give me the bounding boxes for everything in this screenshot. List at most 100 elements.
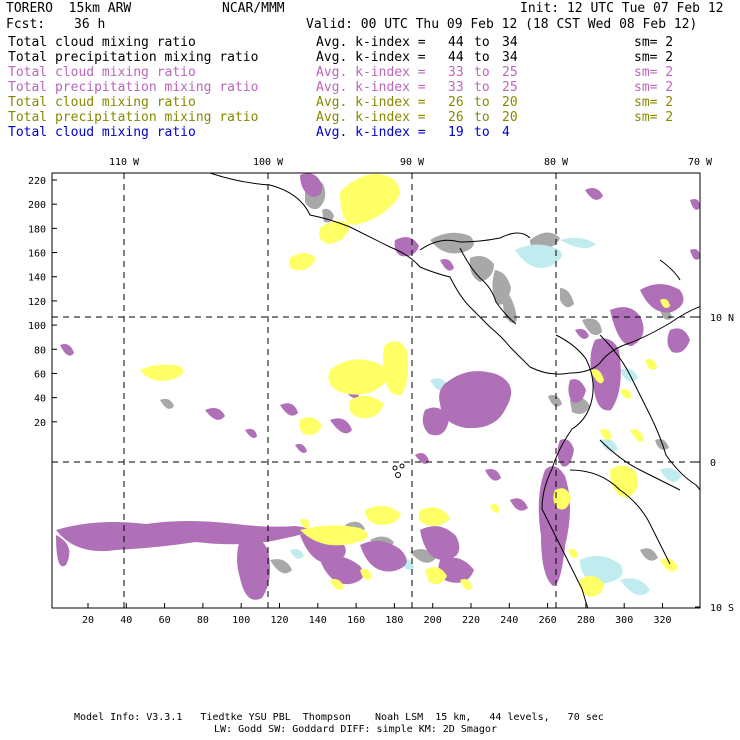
- legend-to: to: [474, 50, 490, 65]
- x-grid-tick-label: 260: [539, 615, 557, 626]
- x-grid-tick-label: 40: [120, 615, 132, 626]
- legend-field: Total cloud mixing ratio: [8, 95, 196, 110]
- yellow-cloud-areas: [140, 173, 678, 597]
- galapagos-islands: [392, 463, 405, 478]
- legend-kindex-label: Avg. k-index =: [316, 50, 426, 65]
- legend-k-to: 20: [502, 95, 518, 110]
- legend-field: Total cloud mixing ratio: [8, 35, 196, 50]
- legend-kindex-label: Avg. k-index =: [316, 125, 426, 140]
- legend-kindex-label: Avg. k-index =: [316, 35, 426, 50]
- legend-smoothing: sm= 2: [634, 95, 674, 110]
- x-grid-tick-label: 140: [309, 615, 327, 626]
- y-grid-tick-label: 20: [34, 418, 46, 429]
- legend-k-to: 34: [502, 50, 518, 65]
- x-grid-tick-label: 300: [615, 615, 633, 626]
- legend-k-to: 25: [502, 80, 518, 95]
- legend-row: Total cloud mixing ratio Avg. k-index = 26…: [8, 96, 733, 110]
- legend-field: Total precipitation mixing ratio: [8, 80, 259, 95]
- legend-to: to: [474, 110, 490, 125]
- axis-ticks: [52, 173, 701, 608]
- longitude-label: 70 W: [688, 157, 713, 168]
- legend-row: Total cloud mixing ratio Avg. k-index = 33…: [8, 66, 733, 80]
- x-grid-tick-label: 320: [653, 615, 671, 626]
- legend-to: to: [474, 80, 490, 95]
- y-grid-tick-label: 60: [34, 369, 46, 380]
- legend-k-from: 33: [448, 80, 464, 95]
- legend-k-to: 20: [502, 110, 518, 125]
- map-frame: [51, 172, 701, 609]
- axis-labels: 110 W 100 W 90 W 80 W 70 W 10 N 0 10 S 220 200 180…: [28, 157, 734, 626]
- coastlines: [209, 173, 700, 608]
- legend-k-from: 19: [448, 125, 464, 140]
- x-grid-tick-label: 60: [159, 615, 171, 626]
- x-grid-tick-label: 180: [385, 615, 403, 626]
- valid-time: Valid: 00 UTC Thu 09 Feb 12 (18 CST Wed …: [306, 17, 698, 32]
- x-grid-tick-label: 280: [577, 615, 595, 626]
- legend-k-from: 44: [448, 50, 464, 65]
- x-grid-tick-label: 80: [197, 615, 209, 626]
- legend-to: to: [474, 125, 490, 140]
- y-grid-tick-label: 180: [28, 224, 46, 235]
- legend-to: to: [474, 95, 490, 110]
- y-grid-tick-label: 100: [28, 321, 46, 332]
- legend-field: Total cloud mixing ratio: [8, 65, 196, 80]
- y-grid-tick-label: 200: [28, 200, 46, 211]
- legend-row: Total cloud mixing ratio Avg. k-index = 19…: [8, 126, 733, 140]
- legend-k-from: 26: [448, 95, 464, 110]
- longitude-label: 80 W: [544, 157, 569, 168]
- x-grid-tick-label: 200: [424, 615, 442, 626]
- legend-row: Total precipitation mixing ratio Avg. k-i…: [8, 81, 733, 95]
- y-grid-tick-label: 220: [28, 176, 46, 187]
- longitude-label: 110 W: [109, 157, 140, 168]
- physics-info-line: LW: Godd SW: Goddard DIFF: simple KM: 2D…: [214, 724, 497, 735]
- y-grid-tick-label: 160: [28, 249, 46, 260]
- legend-row: Total precipitation mixing ratio Avg. k-i…: [8, 111, 733, 125]
- legend-smoothing: sm= 2: [634, 50, 674, 65]
- legend-k-from: 44: [448, 35, 464, 50]
- latitude-label: 0: [710, 458, 716, 469]
- legend-k-to: 4: [502, 125, 510, 140]
- organization: NCAR/MMM: [222, 1, 285, 16]
- y-grid-tick-label: 140: [28, 273, 46, 284]
- y-grid-tick-label: 40: [34, 394, 46, 405]
- x-grid-tick-label: 220: [462, 615, 480, 626]
- purple-cloud-areas: [56, 173, 700, 600]
- forecast-label: Fcst:: [6, 17, 46, 32]
- y-grid-tick-label: 120: [28, 297, 46, 308]
- legend-row: Total precipitation mixing ratio Avg. k-i…: [8, 51, 733, 65]
- legend-row: Total cloud mixing ratio Avg. k-index = 44…: [8, 36, 733, 50]
- latitude-label: 10 S: [710, 603, 734, 614]
- legend-to: to: [474, 65, 490, 80]
- legend-k-from: 33: [448, 65, 464, 80]
- lightblue-cloud-areas: [290, 237, 682, 596]
- x-grid-tick-label: 240: [500, 615, 518, 626]
- lat-lon-grid: [52, 173, 700, 608]
- legend-k-from: 26: [448, 110, 464, 125]
- x-grid-tick-label: 20: [82, 615, 94, 626]
- x-grid-tick-label: 120: [270, 615, 288, 626]
- y-grid-tick-label: 80: [34, 345, 46, 356]
- legend-kindex-label: Avg. k-index =: [316, 65, 426, 80]
- legend-k-to: 34: [502, 35, 518, 50]
- x-grid-tick-label: 160: [347, 615, 365, 626]
- longitude-label: 100 W: [253, 157, 284, 168]
- x-grid-tick-label: 100: [232, 615, 250, 626]
- init-time: Init: 12 UTC Tue 07 Feb 12: [520, 1, 724, 16]
- legend-field: Total precipitation mixing ratio: [8, 110, 259, 125]
- legend-kindex-label: Avg. k-index =: [316, 95, 426, 110]
- latitude-label: 10 N: [710, 313, 734, 324]
- longitude-label: 90 W: [400, 157, 425, 168]
- weather-map: 110 W 100 W 90 W 80 W 70 W 10 N 0 10 S 220 200 180…: [28, 157, 734, 626]
- model-name: TORERO 15km ARW: [6, 1, 132, 16]
- legend-smoothing: sm= 2: [634, 65, 674, 80]
- legend-smoothing: sm= 2: [634, 80, 674, 95]
- legend-smoothing: sm= 2: [634, 110, 674, 125]
- legend-to: to: [474, 35, 490, 50]
- forecast-hours: 36 h: [74, 17, 106, 32]
- legend-smoothing: sm= 2: [634, 35, 674, 50]
- legend-kindex-label: Avg. k-index =: [316, 110, 426, 125]
- legend-field: Total cloud mixing ratio: [8, 125, 196, 140]
- model-info-line: Model Info: V3.3.1 Tiedtke YSU PBL Thomp…: [74, 712, 604, 723]
- legend-kindex-label: Avg. k-index =: [316, 80, 426, 95]
- legend-k-to: 25: [502, 65, 518, 80]
